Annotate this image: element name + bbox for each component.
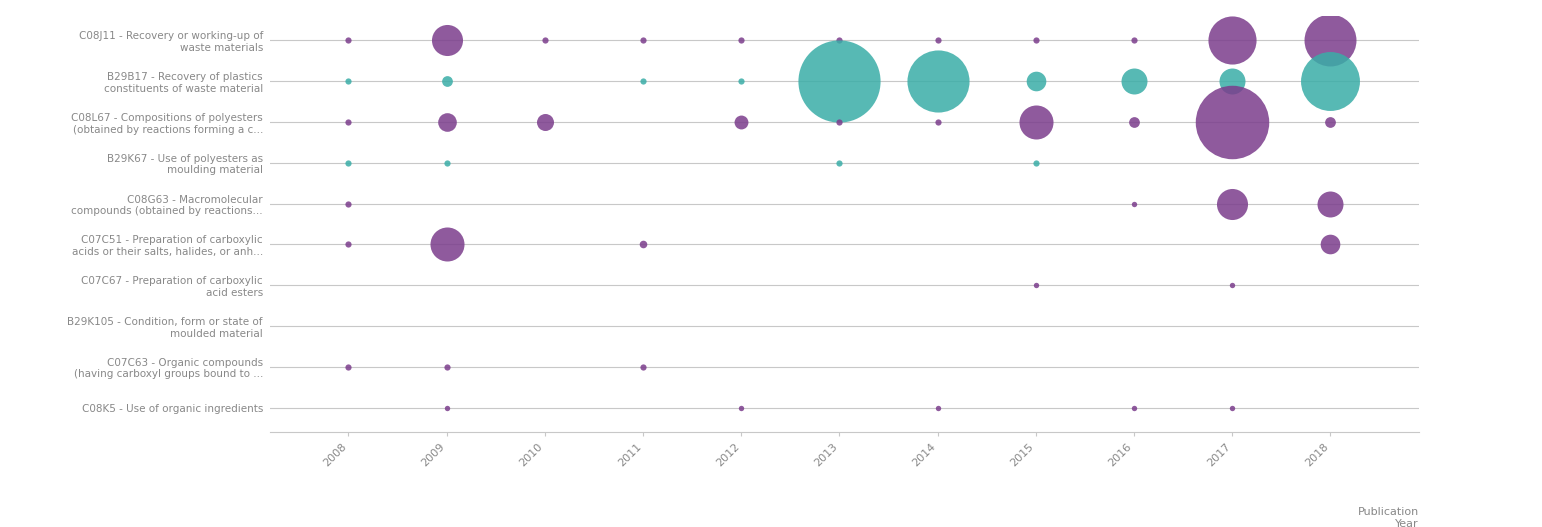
Point bbox=[435, 159, 460, 167]
Point bbox=[1220, 36, 1244, 44]
Point bbox=[1121, 77, 1146, 85]
Point bbox=[827, 159, 851, 167]
Point bbox=[336, 77, 361, 85]
Point bbox=[631, 77, 655, 85]
Point bbox=[435, 363, 460, 371]
Point bbox=[435, 404, 460, 412]
Point bbox=[631, 36, 655, 44]
Point bbox=[827, 36, 851, 44]
Point bbox=[336, 363, 361, 371]
Point bbox=[1220, 118, 1244, 126]
Point bbox=[729, 77, 754, 85]
Point bbox=[435, 77, 460, 85]
Point bbox=[925, 118, 950, 126]
Point bbox=[1220, 404, 1244, 412]
Point bbox=[336, 118, 361, 126]
Point bbox=[532, 118, 557, 126]
Point bbox=[729, 118, 754, 126]
Point bbox=[827, 77, 851, 85]
Point bbox=[1121, 404, 1146, 412]
Point bbox=[1024, 77, 1049, 85]
Point bbox=[631, 240, 655, 249]
Point bbox=[729, 404, 754, 412]
Point bbox=[532, 36, 557, 44]
Point bbox=[1318, 199, 1343, 208]
Point bbox=[1318, 77, 1343, 85]
Point bbox=[1220, 199, 1244, 208]
Point bbox=[827, 118, 851, 126]
Point bbox=[729, 36, 754, 44]
Point bbox=[1318, 36, 1343, 44]
Point bbox=[925, 77, 950, 85]
Point bbox=[631, 363, 655, 371]
Point bbox=[1024, 36, 1049, 44]
Point bbox=[435, 36, 460, 44]
Point bbox=[1121, 199, 1146, 208]
Point bbox=[925, 36, 950, 44]
Point bbox=[336, 199, 361, 208]
Point bbox=[1024, 118, 1049, 126]
Point bbox=[1121, 118, 1146, 126]
Point bbox=[435, 118, 460, 126]
Point bbox=[1220, 281, 1244, 289]
Point bbox=[1121, 36, 1146, 44]
Point bbox=[435, 240, 460, 249]
Point bbox=[1318, 118, 1343, 126]
Point bbox=[1220, 77, 1244, 85]
Point bbox=[1024, 281, 1049, 289]
Text: Publication
Year: Publication Year bbox=[1357, 507, 1419, 527]
Point bbox=[1318, 240, 1343, 249]
Point bbox=[1024, 159, 1049, 167]
Point bbox=[336, 240, 361, 249]
Point bbox=[336, 159, 361, 167]
Point bbox=[336, 36, 361, 44]
Point bbox=[925, 404, 950, 412]
